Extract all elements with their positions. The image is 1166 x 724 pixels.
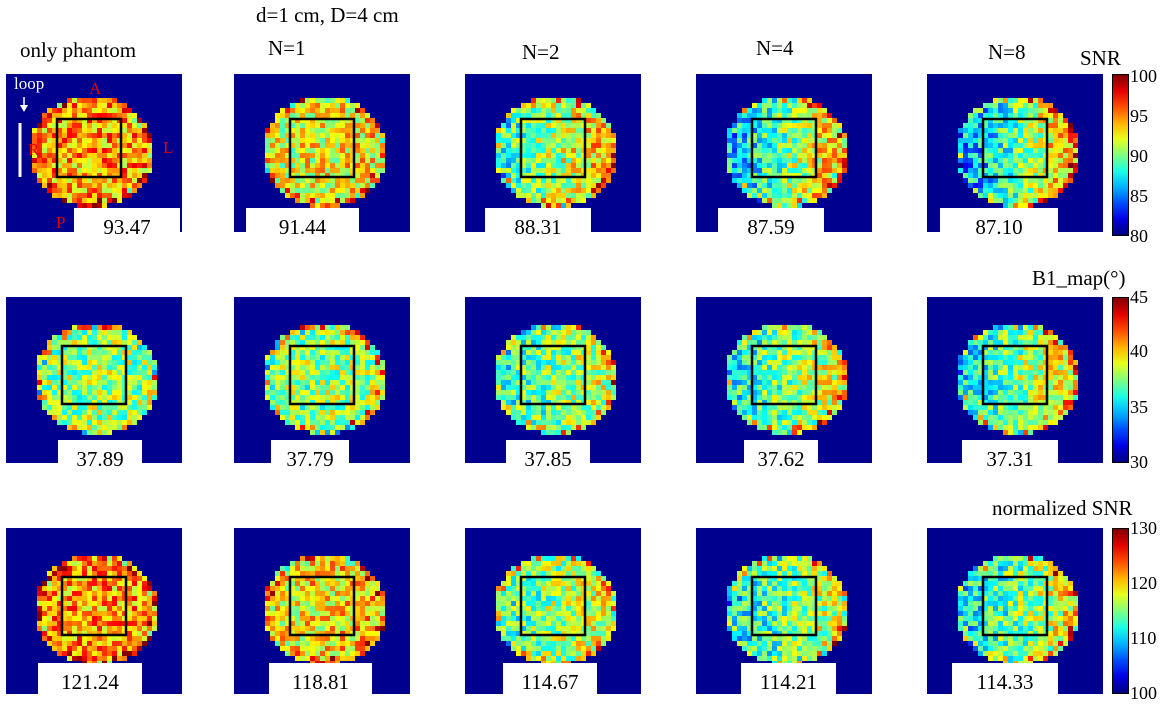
nsnr-tick-110: 110 bbox=[1130, 628, 1157, 648]
b1-map-n1 bbox=[234, 297, 410, 463]
snr-map-only-phantom-roi-box bbox=[55, 117, 123, 179]
nsnr-map-only-phantom-image bbox=[37, 556, 157, 666]
posterior-label: P bbox=[56, 213, 66, 232]
b1-map-n2-image bbox=[496, 325, 616, 435]
snr-tick-100: 100 bbox=[1130, 66, 1157, 86]
anterior-label: A bbox=[89, 79, 102, 98]
b1-tick-45: 45 bbox=[1130, 287, 1148, 307]
snr-tick-80: 80 bbox=[1130, 226, 1148, 246]
metric-label-normalized-snr: normalized SNR bbox=[992, 496, 1133, 520]
nsnr-map-n2-roi-box bbox=[519, 575, 587, 637]
right-label: R bbox=[28, 140, 40, 159]
nsnr-value-n8: 114.33 bbox=[952, 663, 1058, 695]
b1-map-only-phantom-image bbox=[37, 325, 157, 435]
snr-map-only-phantom-image bbox=[32, 98, 152, 208]
nsnr-map-n8-roi-box bbox=[981, 575, 1049, 637]
snr-map-n1-image bbox=[265, 98, 385, 208]
column-label-only-phantom: only phantom bbox=[20, 38, 137, 62]
snr-value-n4: 87.59 bbox=[718, 208, 824, 238]
b1-value-n2: 37.85 bbox=[506, 440, 590, 470]
b1-map-n2 bbox=[465, 297, 641, 463]
loop-label: loop bbox=[14, 74, 45, 93]
snr-value-n2: 88.31 bbox=[485, 208, 591, 238]
metric-label-snr: SNR bbox=[1080, 46, 1121, 70]
snr-map-only-phantom bbox=[6, 74, 182, 232]
b1-value-n4: 37.62 bbox=[744, 440, 818, 470]
column-label-n1: N=1 bbox=[268, 36, 306, 60]
nsnr-map-n1-image bbox=[265, 556, 385, 666]
snr-map-n1-roi-box bbox=[288, 117, 356, 179]
nsnr-map-n4-roi-box bbox=[750, 575, 818, 637]
snr-tick-95: 95 bbox=[1130, 106, 1148, 126]
snr-map-n8-roi-box bbox=[981, 117, 1049, 179]
nsnr-map-only-phantom-roi-box bbox=[60, 575, 128, 637]
column-label-n4: N=4 bbox=[756, 36, 794, 60]
nsnr-tick-100: 100 bbox=[1130, 683, 1157, 703]
b1-map-n8 bbox=[927, 297, 1103, 463]
configuration-label: d=1 cm, D=4 cm bbox=[256, 3, 399, 27]
b1-map-n8-roi-box bbox=[981, 344, 1049, 406]
metric-label-b1-map: B1_map(°) bbox=[1032, 266, 1126, 290]
b1-map-only-phantom-roi-box bbox=[60, 344, 128, 406]
nsnr-map-n8-image bbox=[958, 556, 1078, 666]
snr-map-n4-image bbox=[727, 98, 847, 208]
b1-value-n8: 37.31 bbox=[962, 440, 1058, 470]
b1-tick-40: 40 bbox=[1130, 341, 1148, 361]
snr-map-n8-image bbox=[958, 98, 1078, 208]
snr-map-n4-roi-box bbox=[750, 117, 818, 179]
b1-map-n4 bbox=[696, 297, 872, 463]
snr-tick-90: 90 bbox=[1130, 146, 1148, 166]
snr-value-n1: 91.44 bbox=[246, 208, 359, 238]
b1-colorbar bbox=[1112, 297, 1129, 463]
b1-map-n4-image bbox=[727, 325, 847, 435]
b1-map-n8-image bbox=[958, 325, 1078, 435]
nsnr-map-n2-image bbox=[496, 556, 616, 666]
snr-colorbar bbox=[1112, 74, 1129, 236]
b1-map-only-phantom bbox=[6, 297, 182, 463]
snr-map-n2-image bbox=[496, 98, 616, 208]
b1-map-n2-roi-box bbox=[519, 344, 587, 406]
nsnr-value-n2: 114.67 bbox=[503, 663, 597, 695]
nsnr-value-only-phantom: 121.24 bbox=[38, 663, 142, 695]
left-label: L bbox=[163, 138, 174, 157]
nsnr-map-n1-roi-box bbox=[288, 575, 356, 637]
loop-arrow-icon bbox=[18, 97, 28, 177]
b1-value-only-phantom: 37.89 bbox=[58, 440, 142, 470]
snr-map-n4 bbox=[696, 74, 872, 232]
column-label-n2: N=2 bbox=[522, 40, 560, 64]
snr-tick-85: 85 bbox=[1130, 186, 1148, 206]
snr-map-n2 bbox=[465, 74, 641, 232]
snr-value-only-phantom: 93.47 bbox=[74, 208, 180, 238]
b1-map-n4-roi-box bbox=[750, 344, 818, 406]
snr-map-n2-roi-box bbox=[519, 117, 587, 179]
snr-map-n1 bbox=[234, 74, 410, 232]
nsnr-colorbar bbox=[1112, 528, 1129, 694]
nsnr-value-n1: 118.81 bbox=[269, 663, 372, 695]
snr-value-n8: 87.10 bbox=[940, 208, 1058, 238]
nsnr-value-n4: 114.21 bbox=[741, 663, 836, 695]
b1-tick-30: 30 bbox=[1130, 452, 1148, 472]
snr-map-n8 bbox=[927, 74, 1103, 232]
nsnr-tick-120: 120 bbox=[1130, 573, 1157, 593]
b1-value-n1: 37.79 bbox=[271, 440, 349, 470]
b1-tick-35: 35 bbox=[1130, 397, 1148, 417]
column-label-n8: N=8 bbox=[988, 40, 1026, 64]
nsnr-tick-130: 130 bbox=[1130, 518, 1157, 538]
b1-map-n1-roi-box bbox=[288, 344, 356, 406]
b1-map-n1-image bbox=[265, 325, 385, 435]
